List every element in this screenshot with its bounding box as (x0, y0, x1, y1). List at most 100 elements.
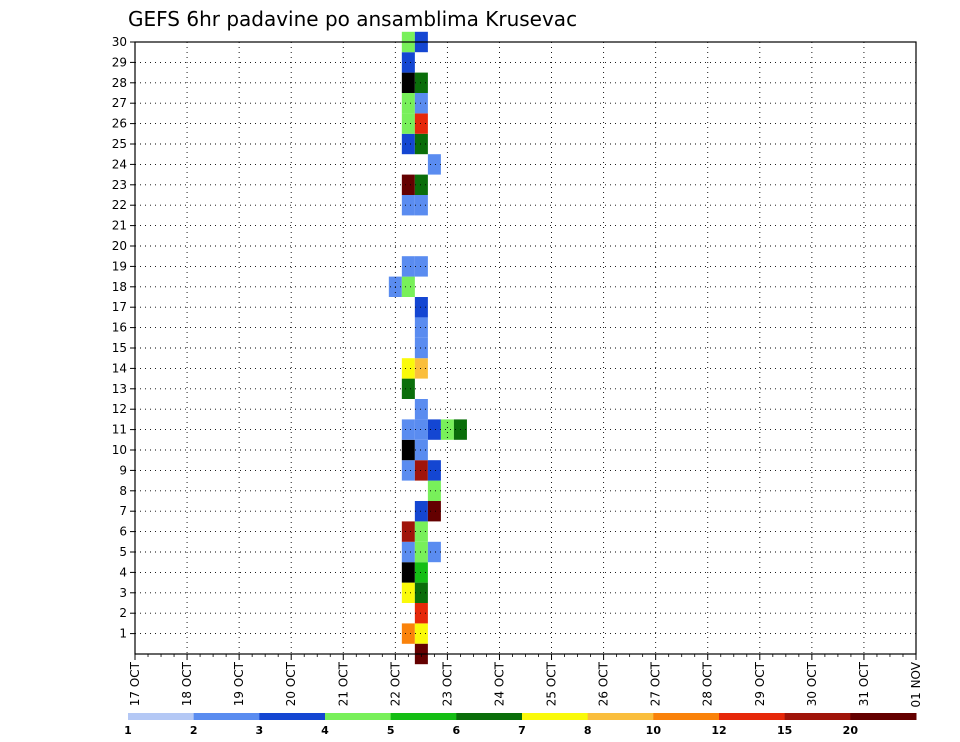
precip-cell (401, 72, 415, 93)
precip-cell (401, 174, 415, 195)
precip-cell (414, 93, 428, 114)
x-tick-label: 31 OCT (857, 661, 871, 706)
precip-cell (414, 582, 428, 603)
precip-cell (414, 337, 428, 359)
colorbar-swatch (653, 713, 720, 720)
precip-cell (427, 501, 441, 522)
y-tick-label: 3 (119, 586, 127, 600)
precip-cell (414, 603, 428, 624)
y-tick-label: 5 (119, 545, 127, 559)
y-tick-label: 25 (112, 137, 127, 151)
y-tick-label: 19 (112, 259, 127, 273)
y-tick-label: 27 (112, 96, 127, 110)
precip-cell (414, 439, 428, 461)
x-tick-label: 17 OCT (128, 661, 142, 706)
precip-cell (401, 93, 415, 114)
precip-cell (427, 480, 441, 501)
precip-cell (401, 378, 415, 399)
precip-cell (414, 174, 428, 195)
colorbar-label: 1 (124, 724, 132, 737)
precip-cell (414, 541, 428, 563)
precip-cell (414, 460, 428, 481)
y-tick-label: 21 (112, 219, 127, 233)
precip-cell (414, 501, 428, 522)
y-tick-label: 16 (112, 321, 127, 335)
colorbar-label: 5 (387, 724, 395, 737)
precip-cell (427, 419, 441, 440)
precip-cell (401, 256, 415, 277)
precip-cell (427, 154, 441, 175)
precip-cell (414, 562, 428, 583)
y-tick-label: 14 (112, 361, 127, 375)
colorbar-label: 6 (453, 724, 461, 737)
y-tick-label: 29 (112, 55, 127, 69)
colorbar-label: 15 (777, 724, 792, 737)
x-tick-label: 22 OCT (388, 661, 402, 706)
x-tick-label: 21 OCT (336, 661, 350, 706)
x-tick-label: 23 OCT (440, 661, 454, 706)
colorbar-label: 20 (843, 724, 859, 737)
colorbar: 1 2 3 4 5 6 7 8 10 12 15 20 (124, 713, 917, 737)
colorbar-swatch (128, 713, 195, 720)
y-tick-label: 26 (112, 117, 127, 131)
precip-cell (401, 541, 415, 563)
colorbar-label: 10 (646, 724, 662, 737)
x-tick-label: 01 NOV (909, 661, 923, 707)
colorbar-label: 2 (190, 724, 198, 737)
precip-cell (401, 623, 415, 644)
y-tick-label: 30 (112, 35, 127, 49)
x-tick-label: 26 OCT (597, 661, 611, 706)
x-tick-label: 29 OCT (753, 661, 767, 706)
precip-cell (440, 419, 454, 440)
colorbar-label: 8 (584, 724, 592, 737)
y-tick-label: 13 (112, 382, 127, 396)
y-tick-label: 28 (112, 76, 127, 90)
x-tick-label: 20 OCT (284, 661, 298, 706)
precip-cell (414, 113, 428, 134)
y-tick-label: 12 (112, 402, 127, 416)
precip-cell (401, 133, 415, 155)
y-tick-label: 9 (119, 463, 127, 477)
y-tick-label: 15 (112, 341, 127, 355)
y-axis: 1234567891011121314151617181920212223242… (112, 35, 135, 641)
y-tick-label: 6 (119, 525, 127, 539)
precip-cell (414, 317, 428, 338)
y-tick-label: 4 (119, 565, 127, 579)
precip-cell (401, 562, 415, 583)
y-tick-label: 1 (119, 627, 127, 641)
precip-cell (401, 439, 415, 461)
precip-cell (414, 297, 428, 318)
precip-cell (401, 582, 415, 603)
precip-cell (401, 460, 415, 481)
y-tick-label: 20 (112, 239, 127, 253)
chart-title: GEFS 6hr padavine po ansamblima Krusevac (128, 7, 577, 31)
x-tick-label: 28 OCT (701, 661, 715, 706)
precip-cell (401, 276, 415, 297)
y-tick-label: 11 (112, 423, 127, 437)
colorbar-swatch (784, 713, 851, 720)
colorbar-label: 4 (321, 724, 329, 737)
grid (135, 41, 916, 654)
y-tick-label: 7 (119, 504, 127, 518)
colorbar-label: 7 (518, 724, 526, 737)
precip-cell (401, 113, 415, 134)
y-tick-label: 22 (112, 198, 127, 212)
precip-cell (401, 521, 415, 542)
precip-cell (427, 460, 441, 481)
colorbar-swatch (390, 713, 457, 720)
y-tick-label: 2 (119, 606, 127, 620)
y-tick-label: 18 (112, 280, 127, 294)
x-axis: 17 OCT 18 OCT 19 OCT 20 OCT 21 OCT 22 OCT 23 O… (128, 654, 923, 708)
x-tick-label: 27 OCT (649, 661, 663, 706)
colorbar-swatch (456, 713, 523, 720)
colorbar-swatch (325, 713, 392, 720)
y-tick-label: 8 (119, 484, 127, 498)
precip-cell (401, 52, 415, 73)
precip-cell (414, 133, 428, 155)
x-tick-label: 24 OCT (492, 661, 506, 706)
y-tick-label: 10 (112, 443, 127, 457)
y-tick-label: 24 (112, 157, 127, 171)
x-tick-label: 18 OCT (180, 661, 194, 706)
colorbar-swatch (522, 713, 589, 720)
precip-cell (414, 256, 428, 277)
